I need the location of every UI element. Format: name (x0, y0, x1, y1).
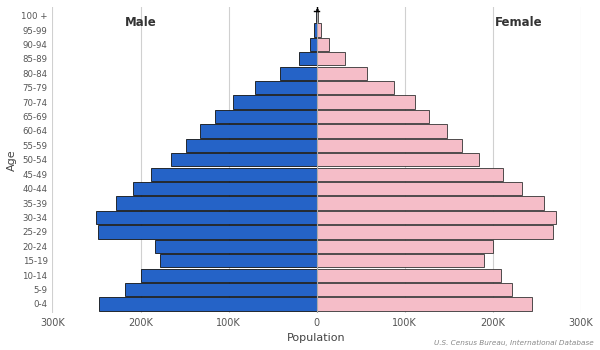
Bar (317, 96, 415, 109)
Bar (317, 196, 544, 210)
Text: U.S. Census Bureau, International Database: U.S. Census Bureau, International Databa… (434, 341, 594, 346)
Text: Male: Male (125, 16, 157, 29)
Bar (97, 211, 317, 224)
Bar (314, 23, 317, 37)
Bar (310, 38, 317, 51)
Bar (317, 268, 502, 282)
Bar (317, 66, 367, 80)
Bar (317, 38, 329, 51)
Bar (317, 81, 394, 94)
Bar (280, 66, 317, 80)
Y-axis label: Age: Age (7, 149, 17, 170)
Bar (317, 9, 318, 22)
Bar (317, 168, 503, 181)
Bar (317, 298, 532, 310)
Bar (317, 52, 345, 65)
Bar (140, 268, 317, 282)
Bar (133, 182, 317, 195)
Bar (255, 81, 317, 94)
Bar (317, 254, 484, 267)
Bar (215, 110, 317, 123)
X-axis label: Population: Population (287, 333, 346, 343)
Bar (317, 225, 553, 238)
Bar (299, 52, 317, 65)
Bar (200, 124, 317, 138)
Bar (317, 124, 447, 138)
Bar (116, 196, 317, 210)
Bar (317, 153, 479, 166)
Bar (99, 298, 317, 310)
Bar (316, 9, 317, 22)
Bar (233, 96, 317, 109)
Bar (317, 110, 429, 123)
Bar (317, 139, 462, 152)
Bar (317, 240, 493, 253)
Bar (172, 153, 317, 166)
Bar (317, 211, 556, 224)
Bar (160, 254, 317, 267)
Bar (155, 240, 317, 253)
Bar (317, 23, 322, 37)
Bar (98, 225, 317, 238)
Bar (317, 283, 512, 296)
Bar (317, 182, 521, 195)
Bar (151, 168, 317, 181)
Text: Female: Female (495, 16, 543, 29)
Bar (125, 283, 317, 296)
Bar (186, 139, 317, 152)
